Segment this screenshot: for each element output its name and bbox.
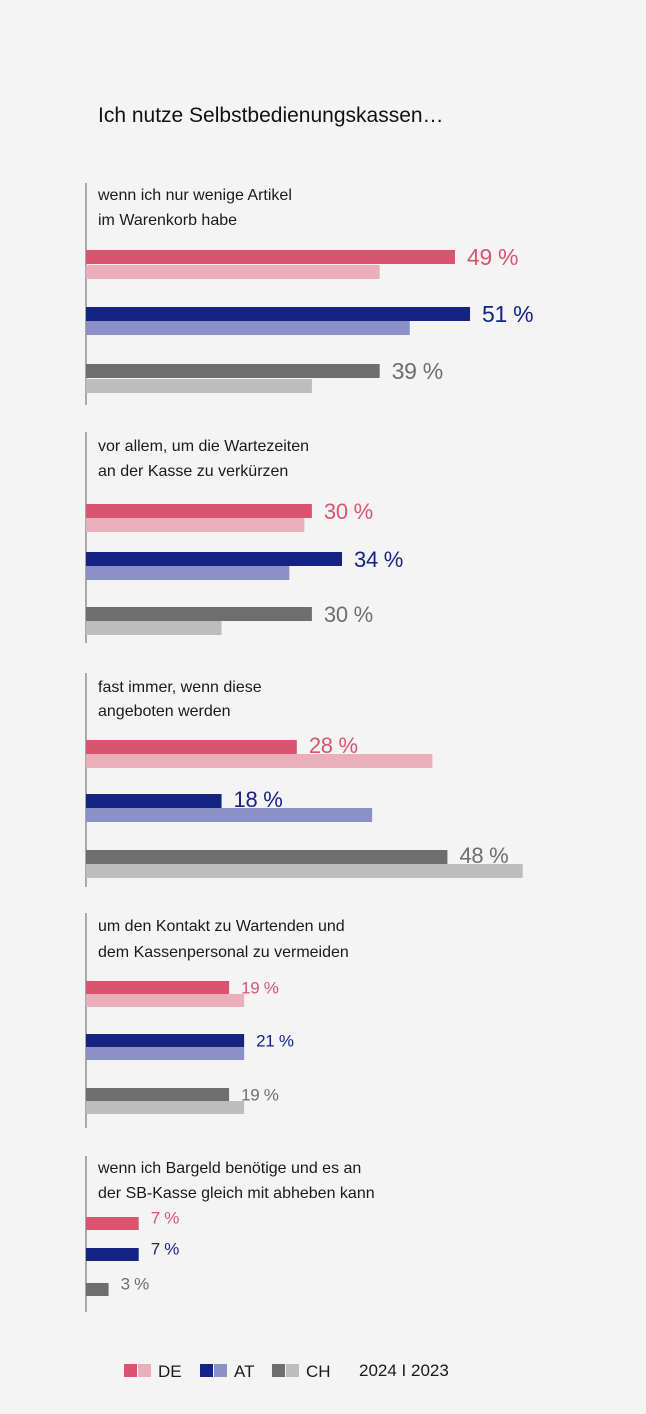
legend-years: 2024 I 2023 [359,1361,449,1380]
category-group: um den Kontakt zu Wartenden und dem Kasse… [85,913,349,1128]
legend-label-de: DE [158,1362,182,1381]
bar-at-2023 [86,321,410,335]
value-label-at: 21 % [256,1032,294,1051]
value-label-de: 19 % [241,979,279,998]
category-group: wenn ich nur wenige Artikel im Warenkorb … [85,183,534,405]
legend-swatch-ch-2023 [286,1364,299,1377]
value-label-at: 7 % [151,1240,180,1259]
legend-label-at: AT [234,1362,254,1381]
category-label: an der Kasse zu verkürzen [98,463,288,480]
value-label-at: 34 % [354,547,403,572]
value-label-de: 7 % [151,1209,180,1228]
bar-at-2024 [86,552,343,566]
value-label-at: 51 % [482,301,533,327]
bar-at-2023 [86,1047,245,1060]
bar-at-2024 [86,307,471,321]
category-group: vor allem, um die Wartezeiten an der Kass… [85,432,403,643]
category-label: wenn ich Bargeld benötige und es an [97,1160,361,1177]
bar-de-2023 [86,265,380,279]
bar-ch-2023 [86,864,523,878]
category-label: vor allem, um die Wartezeiten [98,438,309,455]
legend-swatch-de-2024 [124,1364,137,1377]
bar-ch-2023 [86,379,312,393]
bar-ch-2024 [86,1283,109,1296]
bar-de-2024 [86,250,455,264]
category-label: der SB-Kasse gleich mit abheben kann [98,1185,375,1202]
category-group: fast immer, wenn diese angeboten werden 28… [85,673,523,887]
category-label: dem Kassenpersonal zu vermeiden [98,944,349,961]
value-label-ch: 19 % [241,1086,279,1105]
value-label-de: 28 % [309,733,358,758]
bar-de-2024 [86,1217,139,1230]
legend-swatch-at-2024 [200,1364,213,1377]
bar-ch-2024 [86,1088,230,1101]
category-label: fast immer, wenn diese [98,679,262,696]
bar-ch-2023 [86,621,222,635]
category-group: wenn ich Bargeld benötige und es an der S… [85,1156,375,1312]
value-label-ch: 39 % [392,358,443,384]
bar-de-2023 [86,754,433,768]
bar-ch-2023 [86,1101,245,1114]
value-label-de: 49 % [467,244,518,270]
bar-de-2023 [86,994,245,1007]
value-label-ch: 3 % [121,1275,150,1294]
bar-at-2024 [86,794,222,808]
bar-de-2023 [86,518,305,532]
category-label: angeboten werden [98,703,231,720]
chart-title: Ich nutze Selbstbedienungskassen… [98,104,444,127]
value-label-ch: 30 % [324,602,373,627]
bar-de-2024 [86,740,297,754]
value-label-at: 18 % [234,787,283,812]
category-label: wenn ich nur wenige Artikel [97,187,292,204]
bar-at-2023 [86,808,373,822]
legend-swatch-de-2023 [138,1364,151,1377]
bar-at-2024 [86,1248,139,1261]
category-label: um den Kontakt zu Wartenden und [98,918,345,935]
value-label-de: 30 % [324,499,373,524]
bar-de-2024 [86,504,312,518]
legend-swatch-ch-2024 [272,1364,285,1377]
value-label-ch: 48 % [459,843,508,868]
bar-at-2023 [86,566,290,580]
bar-ch-2024 [86,607,312,621]
bar-ch-2024 [86,850,448,864]
bar-ch-2024 [86,364,380,378]
bar-de-2024 [86,981,230,994]
bar-at-2024 [86,1034,245,1047]
legend-label-ch: CH [306,1362,331,1381]
category-label: im Warenkorb habe [98,212,237,229]
legend-swatch-at-2023 [214,1364,227,1377]
